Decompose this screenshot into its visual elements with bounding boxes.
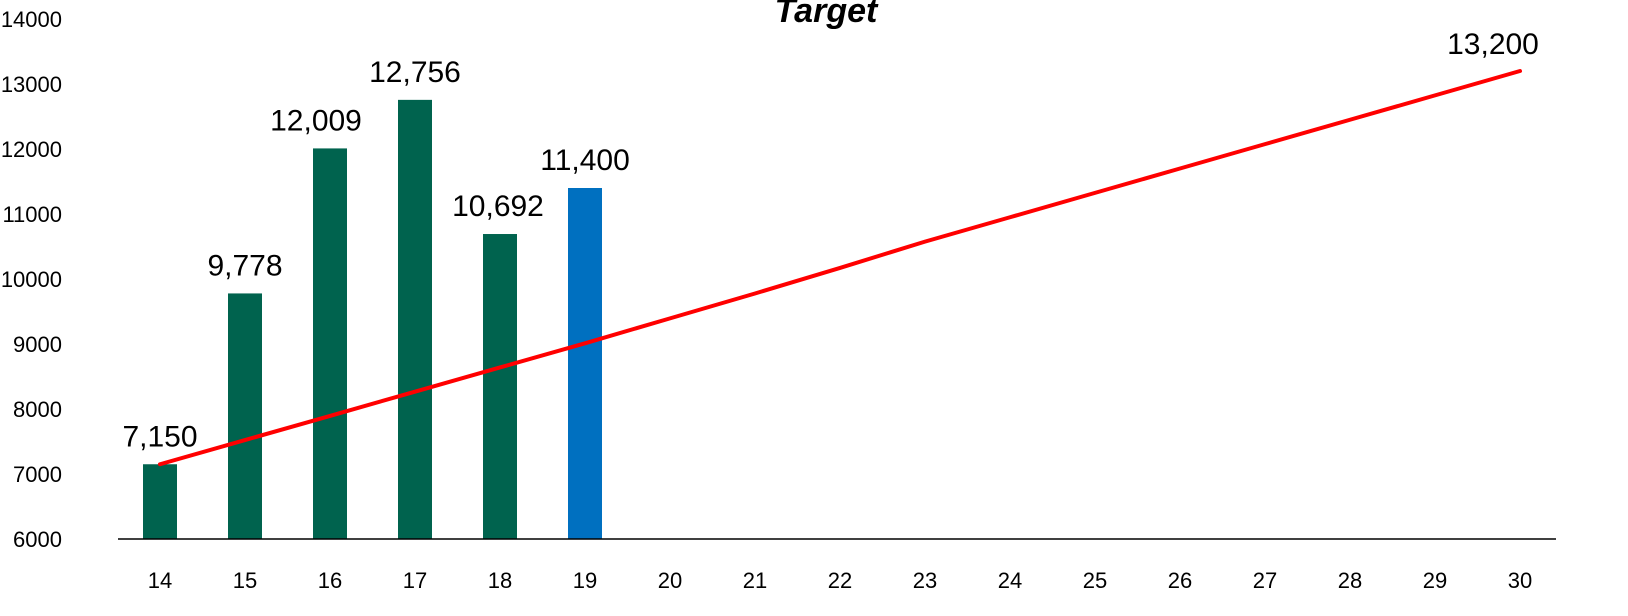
x-tick-label: 30 — [1508, 568, 1532, 593]
y-tick-label: 6000 — [13, 527, 62, 552]
y-tick-label: 14000 — [1, 7, 62, 32]
x-tick-label: 17 — [403, 568, 427, 593]
x-tick-label: 29 — [1423, 568, 1447, 593]
x-tick-label: 25 — [1083, 568, 1107, 593]
bars — [143, 99, 602, 540]
x-tick-label: 28 — [1338, 568, 1362, 593]
y-axis-ticks: 6000 7000 8000 9000 10000 11000 12000 13000 1400… — [1, 7, 62, 552]
y-tick-label: 9000 — [13, 332, 62, 357]
x-tick-label: 20 — [658, 568, 682, 593]
x-tick-label: 26 — [1168, 568, 1192, 593]
x-tick-label: 23 — [913, 568, 937, 593]
bar-value-label: 12,756 — [369, 56, 461, 89]
bar — [228, 293, 262, 539]
bar-value-label: 12,009 — [270, 104, 362, 137]
bar-value-label: 7,150 — [122, 420, 197, 453]
x-tick-label: 16 — [318, 568, 342, 593]
x-tick-label: 22 — [828, 568, 852, 593]
x-tick-label: 15 — [233, 568, 257, 593]
bar-value-label: 9,778 — [207, 249, 282, 282]
bar — [398, 99, 432, 540]
bar — [143, 464, 177, 539]
y-tick-label: 12000 — [1, 137, 62, 162]
y-tick-label: 13000 — [1, 72, 62, 97]
x-tick-label: 19 — [573, 568, 597, 593]
x-tick-label: 18 — [488, 568, 512, 593]
bar — [568, 188, 602, 539]
target-line — [158, 69, 1522, 467]
y-tick-label: 8000 — [13, 397, 62, 422]
x-axis-ticks: 14 15 16 17 18 19 20 21 22 23 24 25 26 27 28 29 30 — [148, 568, 1532, 593]
x-tick-label: 24 — [998, 568, 1022, 593]
target-end-label: 13,200 — [1447, 28, 1539, 61]
chart-title: Target — [775, 0, 879, 30]
x-tick-label: 27 — [1253, 568, 1277, 593]
x-tick-label: 14 — [148, 568, 172, 593]
bar-value-label: 11,400 — [540, 144, 630, 177]
bar — [313, 148, 347, 540]
y-tick-label: 7000 — [13, 462, 62, 487]
x-tick-label: 21 — [743, 568, 767, 593]
y-tick-label: 11000 — [2, 202, 62, 227]
y-tick-label: 10000 — [1, 267, 62, 292]
bar-value-label: 10,692 — [452, 190, 544, 223]
bar — [483, 234, 517, 539]
